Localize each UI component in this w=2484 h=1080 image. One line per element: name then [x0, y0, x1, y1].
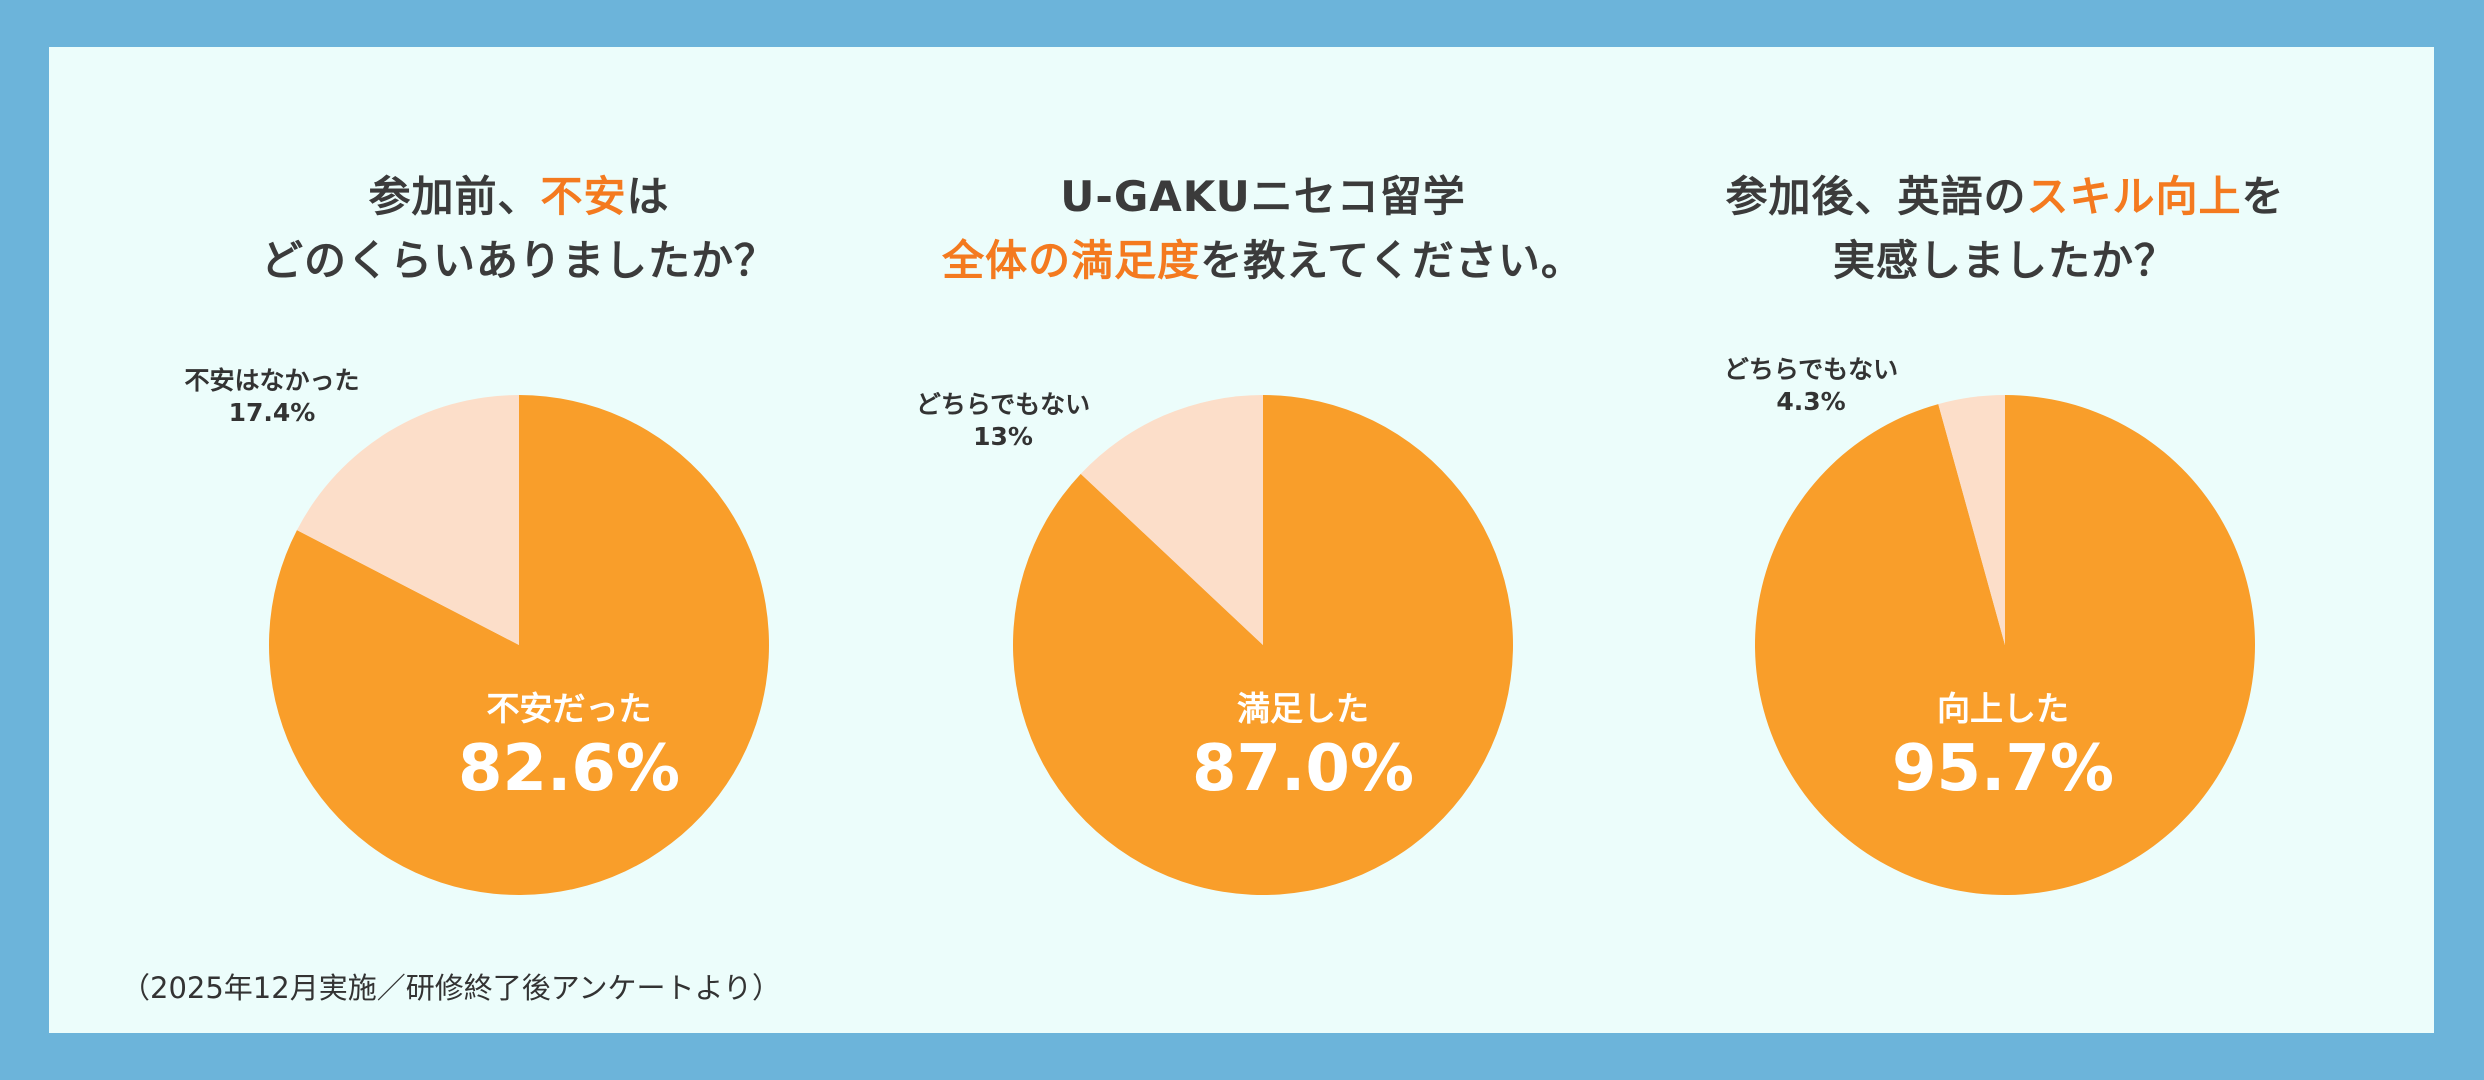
minor-slice-category: どちらでもない	[1723, 355, 1899, 384]
chart-title-line-1: U-GAKUニセコ留学	[883, 165, 1643, 229]
pie-chart-skill-improvement: 参加後、英語のスキル向上を 実感しましたか？ どちらでもない 4.3% 向上した…	[1625, 47, 2385, 1033]
title-highlight: 全体の満足度	[942, 236, 1201, 285]
minor-slice-category: どちらでもない	[915, 390, 1091, 419]
chart-title-line-1: 参加後、英語のスキル向上を	[1625, 165, 2385, 229]
main-slice-category: 向上した	[1937, 689, 2069, 728]
pie-svg	[1013, 395, 1513, 895]
chart-title-line-2: 全体の満足度を教えてください。	[883, 229, 1643, 293]
pie-slice-main	[269, 395, 770, 895]
main-slice-category: 満足した	[1237, 689, 1369, 728]
title-text: 参加後、英語の	[1725, 172, 2027, 221]
main-slice-percent: 95.7%	[1891, 732, 2115, 806]
survey-panel: 参加前、不安は どのくらいありましたか？ 不安はなかった 17.4% 不安だった…	[49, 47, 2434, 1033]
pie-svg	[1755, 395, 2255, 896]
chart-title: 参加後、英語のスキル向上を 実感しましたか？	[1625, 165, 2385, 293]
title-highlight: 不安	[540, 172, 627, 221]
main-slice-category: 不安だった	[486, 689, 652, 728]
chart-title-line-1: 参加前、不安は	[139, 165, 899, 229]
main-slice-percent: 82.6%	[457, 732, 681, 806]
main-slice-percent: 87.0%	[1191, 732, 1415, 806]
main-slice-label: 不安だった 82.6%	[419, 687, 719, 807]
pie-chart-satisfaction: U-GAKUニセコ留学 全体の満足度を教えてください。 どちらでもない 13% …	[883, 47, 1643, 1033]
title-text: は	[626, 172, 670, 221]
title-text: を	[2241, 172, 2285, 221]
minor-slice-label: どちらでもない 4.3%	[1691, 354, 1931, 418]
title-text: U-GAKUニセコ留学	[1060, 172, 1466, 221]
main-slice-label: 満足した 87.0%	[1153, 687, 1453, 807]
pie-slice-minor	[1938, 395, 2005, 645]
minor-slice-percent: 17.4%	[228, 398, 316, 427]
title-highlight: スキル向上	[2026, 172, 2242, 221]
minor-slice-label: どちらでもない 13%	[883, 389, 1123, 453]
minor-slice-percent: 13%	[973, 422, 1033, 451]
main-slice-label: 向上した 95.7%	[1853, 687, 2153, 807]
chart-title: 参加前、不安は どのくらいありましたか？	[139, 165, 899, 293]
minor-slice-percent: 4.3%	[1776, 387, 1846, 416]
title-text: 参加前、	[368, 172, 541, 221]
chart-title-line-2: 実感しましたか？	[1625, 229, 2385, 293]
title-text: どのくらいありましたか？	[260, 236, 777, 285]
chart-title-line-2: どのくらいありましたか？	[139, 229, 899, 293]
pie-slice-minor	[1080, 395, 1263, 645]
minor-slice-category: 不安はなかった	[184, 366, 360, 395]
title-text: 実感しましたか？	[1832, 236, 2177, 285]
pie-svg	[269, 395, 770, 895]
survey-footnote: （2025年12月実施／研修終了後アンケートより）	[121, 971, 781, 1005]
pie-slice-minor	[296, 395, 519, 645]
pie-chart-anxiety: 参加前、不安は どのくらいありましたか？ 不安はなかった 17.4% 不安だった…	[139, 47, 899, 1033]
chart-title: U-GAKUニセコ留学 全体の満足度を教えてください。	[883, 165, 1643, 293]
minor-slice-label: 不安はなかった 17.4%	[147, 365, 397, 429]
title-text: を教えてください。	[1200, 236, 1584, 285]
